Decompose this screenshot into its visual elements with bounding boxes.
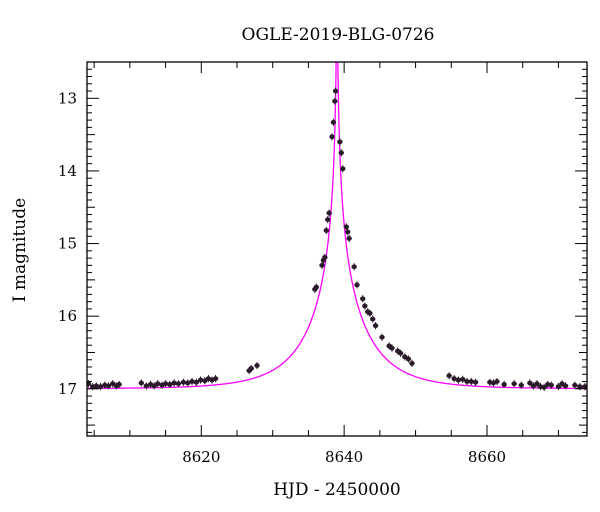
y-tick-label: 15 [58,235,77,253]
x-axis-label: HJD - 2450000 [273,480,401,500]
data-point [370,316,376,322]
data-point [455,377,462,383]
data-point [501,382,507,387]
data-point [340,166,346,172]
data-point [472,379,479,385]
data-point [362,303,368,309]
data-point [379,334,385,340]
data-point [193,379,199,385]
data-point [197,377,204,383]
data-point [409,360,415,366]
data-point [555,384,562,390]
data-point [405,356,412,362]
data-point [343,224,349,230]
data-point [354,282,360,288]
data-point [337,139,343,145]
data-point [162,381,169,387]
data-point [527,380,533,386]
data-point [332,98,338,104]
data-point [175,381,182,387]
data-point [97,384,104,390]
data-point [494,379,500,384]
data-point [185,380,191,386]
data-point [116,382,122,387]
data-point [138,380,144,386]
data-point [582,384,587,390]
data-point [93,383,99,389]
data-point [572,382,578,388]
data-point [372,323,379,329]
data-point [248,366,254,371]
data-point [325,217,331,222]
data-point [326,210,332,216]
data-point [541,384,547,390]
y-tick-label: 16 [58,307,77,325]
data-point [105,383,112,389]
axis-ticks [87,62,587,436]
data-point [460,376,466,382]
data-point [346,236,352,241]
data-point [511,381,517,387]
data-point [330,119,337,125]
data-point [360,296,366,302]
data-point [351,264,357,270]
y-tick-label: 13 [58,89,77,107]
data-point [329,134,335,140]
data-point [562,383,569,389]
data-point [345,229,351,235]
plot-area [87,62,587,391]
data-point [322,254,328,260]
data-point [389,345,395,351]
data-point [155,381,161,387]
data-point [468,379,474,384]
model-curve [87,62,587,390]
data-point [319,262,325,268]
data-point [332,88,339,94]
data-point [338,150,344,156]
data-point [87,381,92,387]
data-point [180,379,187,385]
data-point [577,384,583,390]
data-point [167,382,173,387]
data-point [534,381,540,387]
x-tick-label: 8640 [325,448,363,466]
data-point [367,310,373,316]
data-point [323,228,329,233]
data-point [518,382,524,388]
data-point [254,363,260,368]
data-point [548,382,554,388]
data-point [451,376,457,382]
data-point [212,376,219,382]
data-point [189,379,195,384]
data-point [313,284,319,290]
data-point [464,379,470,384]
axis-tick-labels: 8620 8640 8660 13 14 15 16 17 [58,89,506,466]
plot-frame [86,61,588,437]
data-point [446,373,452,379]
y-tick-label: 14 [58,162,77,180]
data-point [143,383,149,389]
x-tick-label: 8620 [182,448,220,466]
y-tick-label: 17 [58,380,77,398]
chart-title: OGLE-2019-BLG-0726 [242,25,435,45]
data-points [87,87,587,391]
x-tick-label: 8660 [468,448,506,466]
data-point [171,380,177,386]
y-axis-label: I magnitude [10,198,30,302]
data-point [397,350,404,356]
